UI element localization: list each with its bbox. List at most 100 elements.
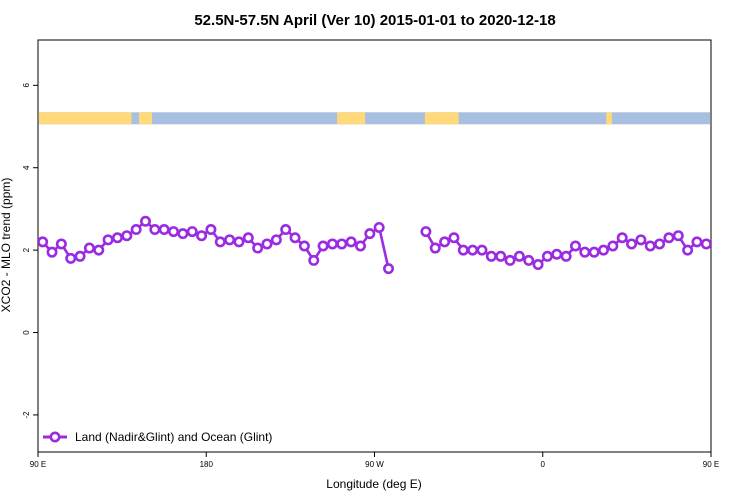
legend-marker-swatch <box>49 431 61 443</box>
data-point <box>457 244 469 256</box>
data-point <box>74 250 86 262</box>
data-point <box>233 236 245 248</box>
data-point <box>541 250 553 262</box>
data-point <box>224 234 236 246</box>
data-point <box>626 238 638 250</box>
data-point <box>261 238 273 250</box>
data-point <box>476 244 488 256</box>
data-point <box>149 224 161 236</box>
data-point <box>635 234 647 246</box>
land-band-segment <box>337 112 366 125</box>
data-point <box>551 248 563 260</box>
data-point <box>579 246 591 258</box>
y-tick-label: 6 <box>22 83 31 88</box>
data-point <box>467 244 479 256</box>
data-point <box>429 242 441 254</box>
data-point <box>721 248 729 256</box>
data-point <box>336 238 348 250</box>
data-point <box>83 242 95 254</box>
data-point <box>317 240 329 252</box>
data-point <box>654 238 666 250</box>
data-point <box>111 232 123 244</box>
series-points <box>38 215 748 275</box>
land-band-segment <box>138 112 153 125</box>
x-tick-label: 90 E <box>703 460 719 469</box>
data-point <box>448 232 460 244</box>
data-point <box>214 236 226 248</box>
land-band-segment <box>606 112 612 125</box>
y-tick-label: 0 <box>22 330 31 335</box>
data-point <box>523 254 535 266</box>
data-point <box>532 259 544 271</box>
data-point <box>730 240 738 248</box>
y-axis: -2 0 2 4 6 <box>22 83 38 419</box>
data-point <box>710 238 711 245</box>
chart-title: 52.5N-57.5N April (Ver 10) 2015-01-01 to… <box>194 12 555 29</box>
data-point <box>663 232 675 244</box>
data-point <box>560 250 572 262</box>
legend: Land (Nadir&Glint) and Ocean (Glint) <box>43 430 272 444</box>
data-point <box>495 250 507 262</box>
x-tick-label: 180 <box>200 460 214 469</box>
y-tick-label: 4 <box>22 165 31 170</box>
data-point <box>242 232 254 244</box>
data-point <box>616 232 628 244</box>
data-point <box>102 234 114 246</box>
data-point <box>55 238 67 250</box>
data-point <box>700 238 711 250</box>
data-point <box>252 242 264 254</box>
data-point <box>373 221 385 233</box>
surface-type-band <box>39 112 710 125</box>
x-tick-label: 90 W <box>365 460 384 469</box>
data-point <box>691 236 703 248</box>
data-point <box>364 228 376 240</box>
data-point <box>93 244 105 256</box>
x-axis: 90 E 180 90 W 0 90 E <box>30 452 719 469</box>
data-point <box>65 252 77 264</box>
x-tick-label: 0 <box>541 460 546 469</box>
data-point <box>298 240 310 252</box>
data-point <box>177 228 189 240</box>
data-point <box>740 254 748 262</box>
data-point <box>186 226 198 238</box>
series-line <box>377 227 390 269</box>
data-point <box>588 246 600 258</box>
x-axis-label: Longitude (deg E) <box>326 477 421 491</box>
data-point <box>644 240 656 252</box>
data-point <box>289 232 301 244</box>
data-point <box>205 224 217 236</box>
y-axis-label: XCO2 - MLO trend (ppm) <box>0 178 13 313</box>
data-point <box>569 240 581 252</box>
data-point <box>326 238 338 250</box>
data-point <box>270 234 282 246</box>
data-point <box>345 236 357 248</box>
data-point <box>168 226 180 238</box>
y-tick-label: -2 <box>22 411 31 419</box>
data-point <box>513 250 525 262</box>
data-point <box>280 224 292 236</box>
data-point <box>598 244 610 256</box>
x-tick-label: 90 E <box>30 460 46 469</box>
land-band-segment <box>39 112 132 125</box>
data-point <box>682 244 694 256</box>
data-point <box>121 230 133 242</box>
data-point <box>420 226 432 238</box>
data-point <box>354 240 366 252</box>
data-point <box>485 250 497 262</box>
data-point <box>607 240 619 252</box>
series-lines <box>41 220 711 269</box>
data-point <box>196 230 208 242</box>
data-point <box>439 236 451 248</box>
data-point <box>46 246 58 258</box>
data-point <box>38 236 49 248</box>
y-tick-label: 2 <box>22 247 31 252</box>
legend-label: Land (Nadir&Glint) and Ocean (Glint) <box>75 430 272 444</box>
data-point <box>130 224 142 236</box>
data-point <box>139 215 151 227</box>
data-point <box>158 224 170 236</box>
land-band-segment <box>424 112 459 125</box>
data-point <box>672 230 684 242</box>
data-point <box>383 263 395 275</box>
data-point <box>308 254 320 266</box>
